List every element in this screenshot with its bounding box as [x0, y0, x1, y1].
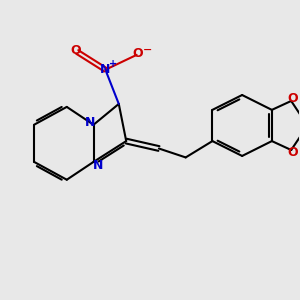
Text: O: O — [70, 44, 81, 57]
Text: N: N — [93, 159, 103, 172]
Text: −: − — [143, 44, 153, 55]
Text: O: O — [287, 146, 298, 159]
Text: +: + — [109, 59, 117, 69]
Text: N: N — [100, 63, 111, 76]
Text: O: O — [133, 47, 143, 60]
Text: O: O — [287, 92, 298, 105]
Text: N: N — [85, 116, 95, 129]
